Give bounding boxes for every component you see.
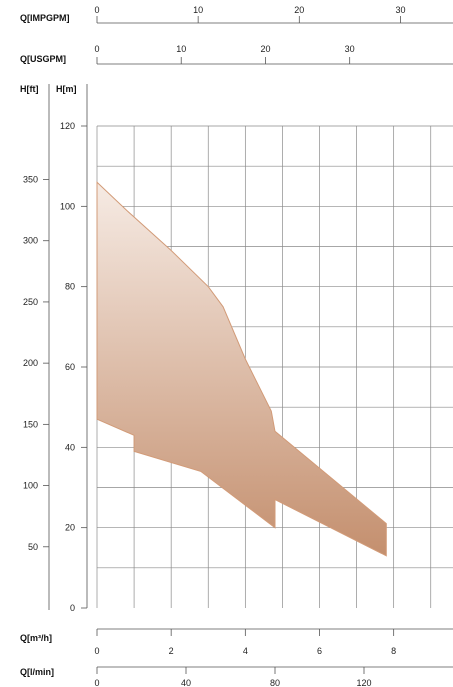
x-tick-label: 0 — [94, 646, 99, 656]
hft-tick-label: 200 — [23, 358, 38, 368]
y-tick-label: 120 — [60, 121, 75, 131]
impgpm-axis-label: Q[IMPGPM] — [20, 13, 70, 23]
hft-tick-label: 50 — [28, 542, 38, 552]
x-axis: 0 2 4 6 8 — [94, 628, 453, 656]
lmin-tick-label: 120 — [356, 678, 371, 687]
lmin-tick-label: 0 — [94, 678, 99, 687]
hft-tick-label: 350 — [23, 175, 38, 185]
y-tick-label: 60 — [65, 362, 75, 372]
y-axis-label: H[m] — [56, 84, 77, 94]
hft-tick-label: 100 — [23, 481, 38, 491]
y-tick-label: 80 — [65, 282, 75, 292]
impgpm-tick-label: 0 — [94, 5, 99, 15]
lmin-tick-label: 80 — [270, 678, 280, 687]
impgpm-tick-label: 30 — [395, 5, 405, 15]
hft-axis: 50 100 150 200 250 300 350 — [23, 84, 50, 610]
hft-tick-label: 300 — [23, 236, 38, 246]
x-axis-label: Q[m³/h] — [20, 633, 52, 643]
x-tick-label: 2 — [169, 646, 174, 656]
y-tick-label: 100 — [60, 201, 75, 211]
impgpm-tick-label: 10 — [193, 5, 203, 15]
impgpm-tick-label: 20 — [294, 5, 304, 15]
usgpm-tick-label: 0 — [94, 44, 99, 54]
y-axis: 0 20 40 60 80 100 120 — [60, 84, 88, 613]
lmin-tick-label: 40 — [181, 678, 191, 687]
hft-tick-label: 150 — [23, 419, 38, 429]
usgpm-axis: 0 10 20 30 — [94, 44, 453, 65]
usgpm-tick-label: 10 — [176, 44, 186, 54]
lmin-axis: 0 40 80 120 — [94, 666, 453, 687]
usgpm-tick-label: 20 — [260, 44, 270, 54]
usgpm-axis-label: Q[USGPM] — [20, 54, 66, 64]
hft-tick-label: 250 — [23, 297, 38, 307]
x-tick-label: 8 — [391, 646, 396, 656]
y-tick-label: 20 — [65, 523, 75, 533]
y-tick-label: 40 — [65, 442, 75, 452]
x-tick-label: 6 — [317, 646, 322, 656]
hft-axis-label: H[ft] — [20, 84, 39, 94]
operating-range-area — [96, 181, 387, 557]
impgpm-axis: 0 10 20 30 — [94, 5, 453, 24]
y-tick-label: 0 — [70, 603, 75, 613]
lmin-axis-label: Q[l/min] — [20, 667, 54, 677]
x-tick-label: 4 — [243, 646, 248, 656]
usgpm-tick-label: 30 — [345, 44, 355, 54]
